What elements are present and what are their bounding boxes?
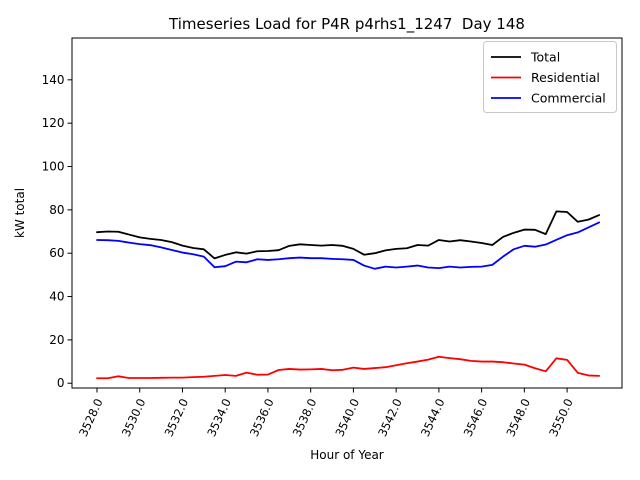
x-tick-label: 3538.0: [290, 396, 320, 438]
chart-title: Timeseries Load for P4R p4rhs1_1247 Day …: [168, 15, 525, 34]
x-axis-label: Hour of Year: [310, 448, 384, 462]
legend-label-commercial: Commercial: [531, 91, 606, 106]
x-tick-label: 3548.0: [503, 396, 533, 438]
legend-label-residential: Residential: [531, 70, 600, 85]
x-tick-label: 3544.0: [418, 396, 448, 438]
y-axis-label: kW total: [13, 188, 27, 238]
series-line-commercial: [96, 221, 601, 270]
legend: Total Residential Commercial: [483, 41, 617, 113]
y-tick-label: 20: [49, 333, 64, 347]
x-tick-label: 3540.0: [332, 396, 362, 438]
y-tick-label: 100: [42, 160, 65, 174]
legend-label-total: Total: [530, 50, 560, 65]
x-tick-label: 3550.0: [546, 396, 576, 438]
y-tick-label: 40: [49, 290, 64, 304]
x-tick-label: 3542.0: [375, 396, 405, 438]
x-tick-label: 3536.0: [247, 396, 277, 438]
x-tick-label: 3532.0: [161, 396, 191, 438]
x-tick-label: 3546.0: [461, 396, 491, 438]
series-line-residential: [96, 355, 601, 380]
x-tick-label: 3528.0: [76, 396, 106, 438]
y-tick-label: 80: [49, 203, 64, 217]
y-tick-label: 120: [42, 116, 65, 130]
x-tick-label: 3530.0: [119, 396, 149, 438]
series-line-total: [96, 210, 601, 260]
y-tick-label: 60: [49, 246, 64, 260]
y-tick-label: 140: [42, 73, 65, 87]
x-tick-label: 3534.0: [204, 396, 234, 438]
legend-box: [483, 41, 617, 113]
y-tick-label: 0: [57, 376, 65, 390]
